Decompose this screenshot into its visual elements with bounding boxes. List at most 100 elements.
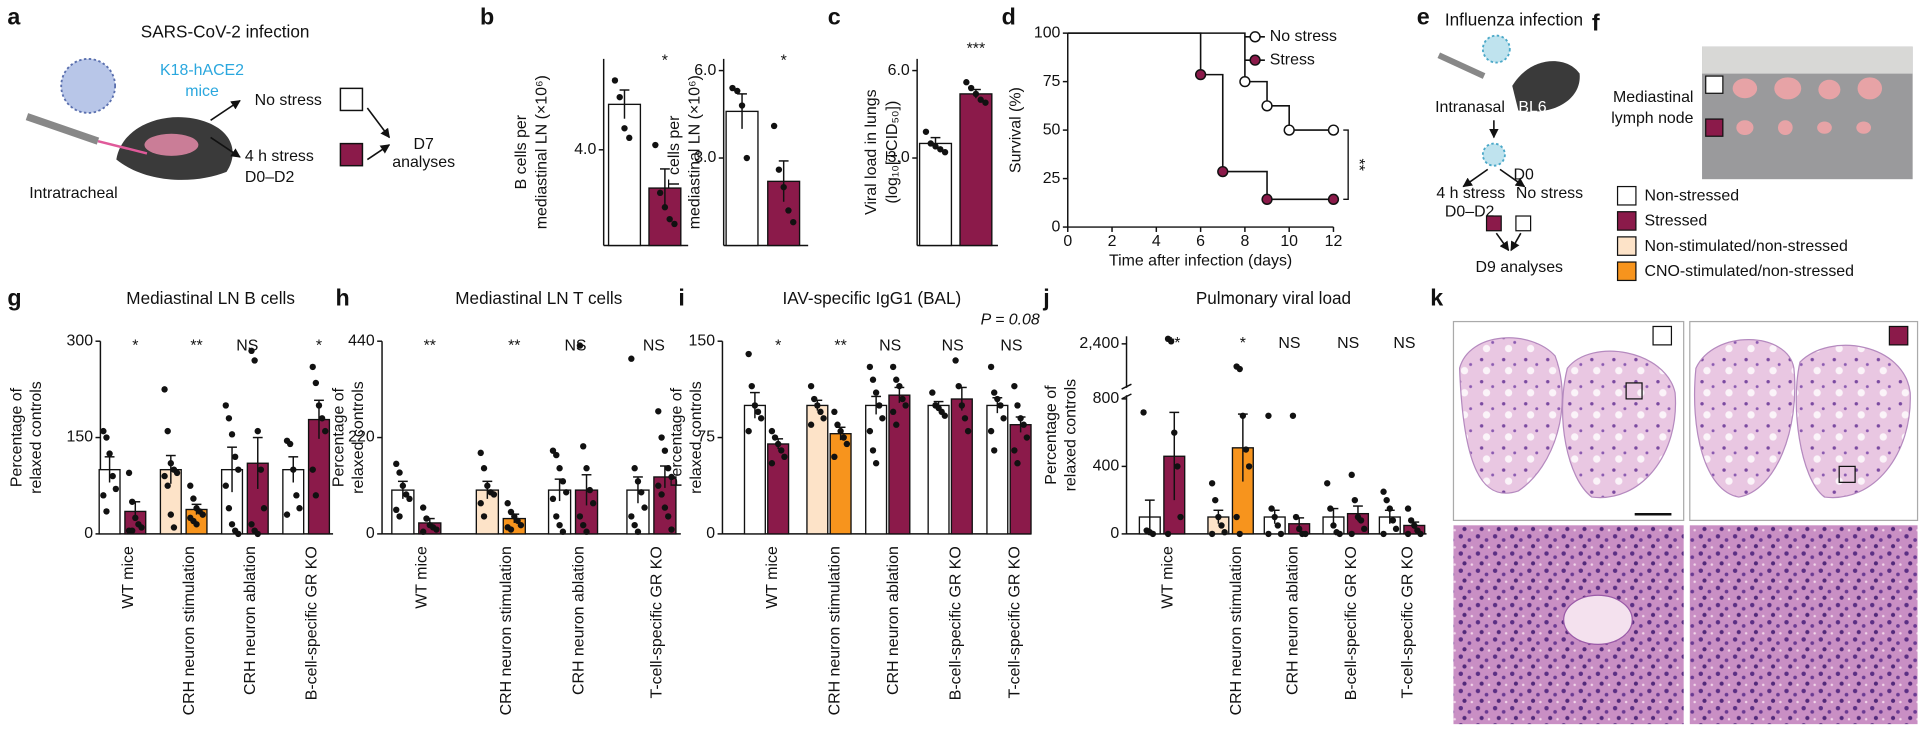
virus-icon <box>1481 142 1506 167</box>
x-tick-label: CRH neuron stimulation <box>498 546 515 715</box>
data-point <box>927 140 934 147</box>
data-point <box>768 460 776 467</box>
data-point <box>977 96 984 103</box>
legend-label: No stress <box>1270 28 1337 45</box>
data-point <box>559 478 567 485</box>
y-axis-label: relaxed controls <box>688 381 705 494</box>
data-point <box>1014 402 1021 409</box>
y-axis-label: relaxed controls <box>1063 379 1080 492</box>
data-point <box>1296 525 1303 533</box>
y-axis-label: mediastinal LN (×10⁶) <box>534 75 551 229</box>
data-point <box>1348 530 1355 538</box>
data-point <box>125 469 133 477</box>
y-tick-label: 400 <box>1093 458 1120 475</box>
data-point <box>1265 412 1272 419</box>
y-tick-label: 6.0 <box>888 62 910 79</box>
title: Influenza infection <box>1445 9 1583 29</box>
data-point <box>1261 100 1273 112</box>
data-point <box>1330 522 1337 529</box>
data-point <box>872 389 880 396</box>
virus-icon <box>1481 34 1511 64</box>
legend-swatch <box>1705 75 1724 94</box>
data-point <box>1164 530 1172 538</box>
y-axis-label: Survival (%) <box>1008 87 1025 173</box>
data-point <box>889 408 897 416</box>
legend-label: Non-stimulated/non-stressed <box>1644 238 1847 255</box>
arrow <box>1510 232 1522 252</box>
data-point <box>807 382 815 390</box>
data-point <box>420 528 427 535</box>
arrow <box>366 144 391 161</box>
legend-swatch <box>1652 325 1673 346</box>
chart-title: IAV-specific IgG1 (BAL) <box>782 288 961 308</box>
data-point <box>583 528 590 535</box>
arrow <box>210 136 241 158</box>
significance: NS <box>1337 335 1359 352</box>
y-tick-label: 150 <box>689 332 716 349</box>
data-point <box>254 530 261 538</box>
data-point <box>991 447 998 454</box>
data-point <box>817 408 824 416</box>
data-point <box>507 526 515 533</box>
data-point <box>1245 463 1253 470</box>
data-point <box>1289 412 1297 419</box>
y-tick-label: 0 <box>84 525 93 542</box>
x-tick-label: 10 <box>1280 233 1298 250</box>
data-point <box>661 204 669 211</box>
data-point <box>1233 513 1240 521</box>
bar <box>927 404 950 535</box>
data-point <box>477 500 484 507</box>
syringe-icon <box>1437 52 1486 79</box>
data-point <box>580 521 587 529</box>
data-point <box>840 434 847 441</box>
legend-swatch <box>1888 325 1909 346</box>
data-point <box>1411 522 1418 529</box>
data-point <box>1242 446 1250 453</box>
condition-label: No stress <box>255 92 322 109</box>
x-tick-label: WT mice <box>414 546 431 609</box>
data-point <box>1386 505 1393 512</box>
y-tick-label: 150 <box>67 429 94 446</box>
data-point <box>866 427 874 435</box>
y-tick-label: 800 <box>1093 390 1120 407</box>
zoom-box <box>1625 382 1643 400</box>
data-point <box>296 505 303 512</box>
data-point <box>283 511 291 518</box>
data-point <box>869 447 877 454</box>
y-axis-label: relaxed controls <box>350 381 367 494</box>
data-point <box>228 521 236 528</box>
data-point <box>994 395 1001 403</box>
data-point <box>893 421 900 428</box>
data-point <box>100 427 107 435</box>
y-tick-label: 3.0 <box>888 149 910 166</box>
data-point <box>199 511 206 518</box>
data-point <box>668 473 675 481</box>
x-tick-label: 4 <box>1152 233 1161 250</box>
legend-marker <box>1249 54 1261 66</box>
y-tick-label: 0 <box>1052 218 1061 235</box>
data-point <box>656 189 664 197</box>
data-point <box>161 472 168 480</box>
data-point <box>556 465 563 472</box>
legend-label: CNO-stimulated/non-stressed <box>1644 263 1853 280</box>
panel-letter: a <box>7 4 21 30</box>
data-point <box>820 415 827 422</box>
data-point <box>1292 513 1300 521</box>
data-point <box>161 386 168 393</box>
data-point <box>1327 193 1340 205</box>
data-point <box>1407 517 1415 524</box>
data-point <box>1217 165 1229 178</box>
legend-label: Non-stressed <box>1644 188 1739 205</box>
data-point <box>309 363 316 371</box>
data-point <box>987 427 995 435</box>
legend-swatch <box>339 87 364 112</box>
x-tick-label: T-cell-specific GR KO <box>1399 546 1416 698</box>
analysis-label: D9 analyses <box>1476 259 1564 276</box>
legend-swatch <box>1705 118 1724 137</box>
data-point <box>225 415 233 422</box>
data-point <box>1236 530 1243 538</box>
data-point <box>780 183 787 191</box>
y-tick-label: 2,400 <box>1079 335 1119 352</box>
data-point <box>790 218 797 226</box>
